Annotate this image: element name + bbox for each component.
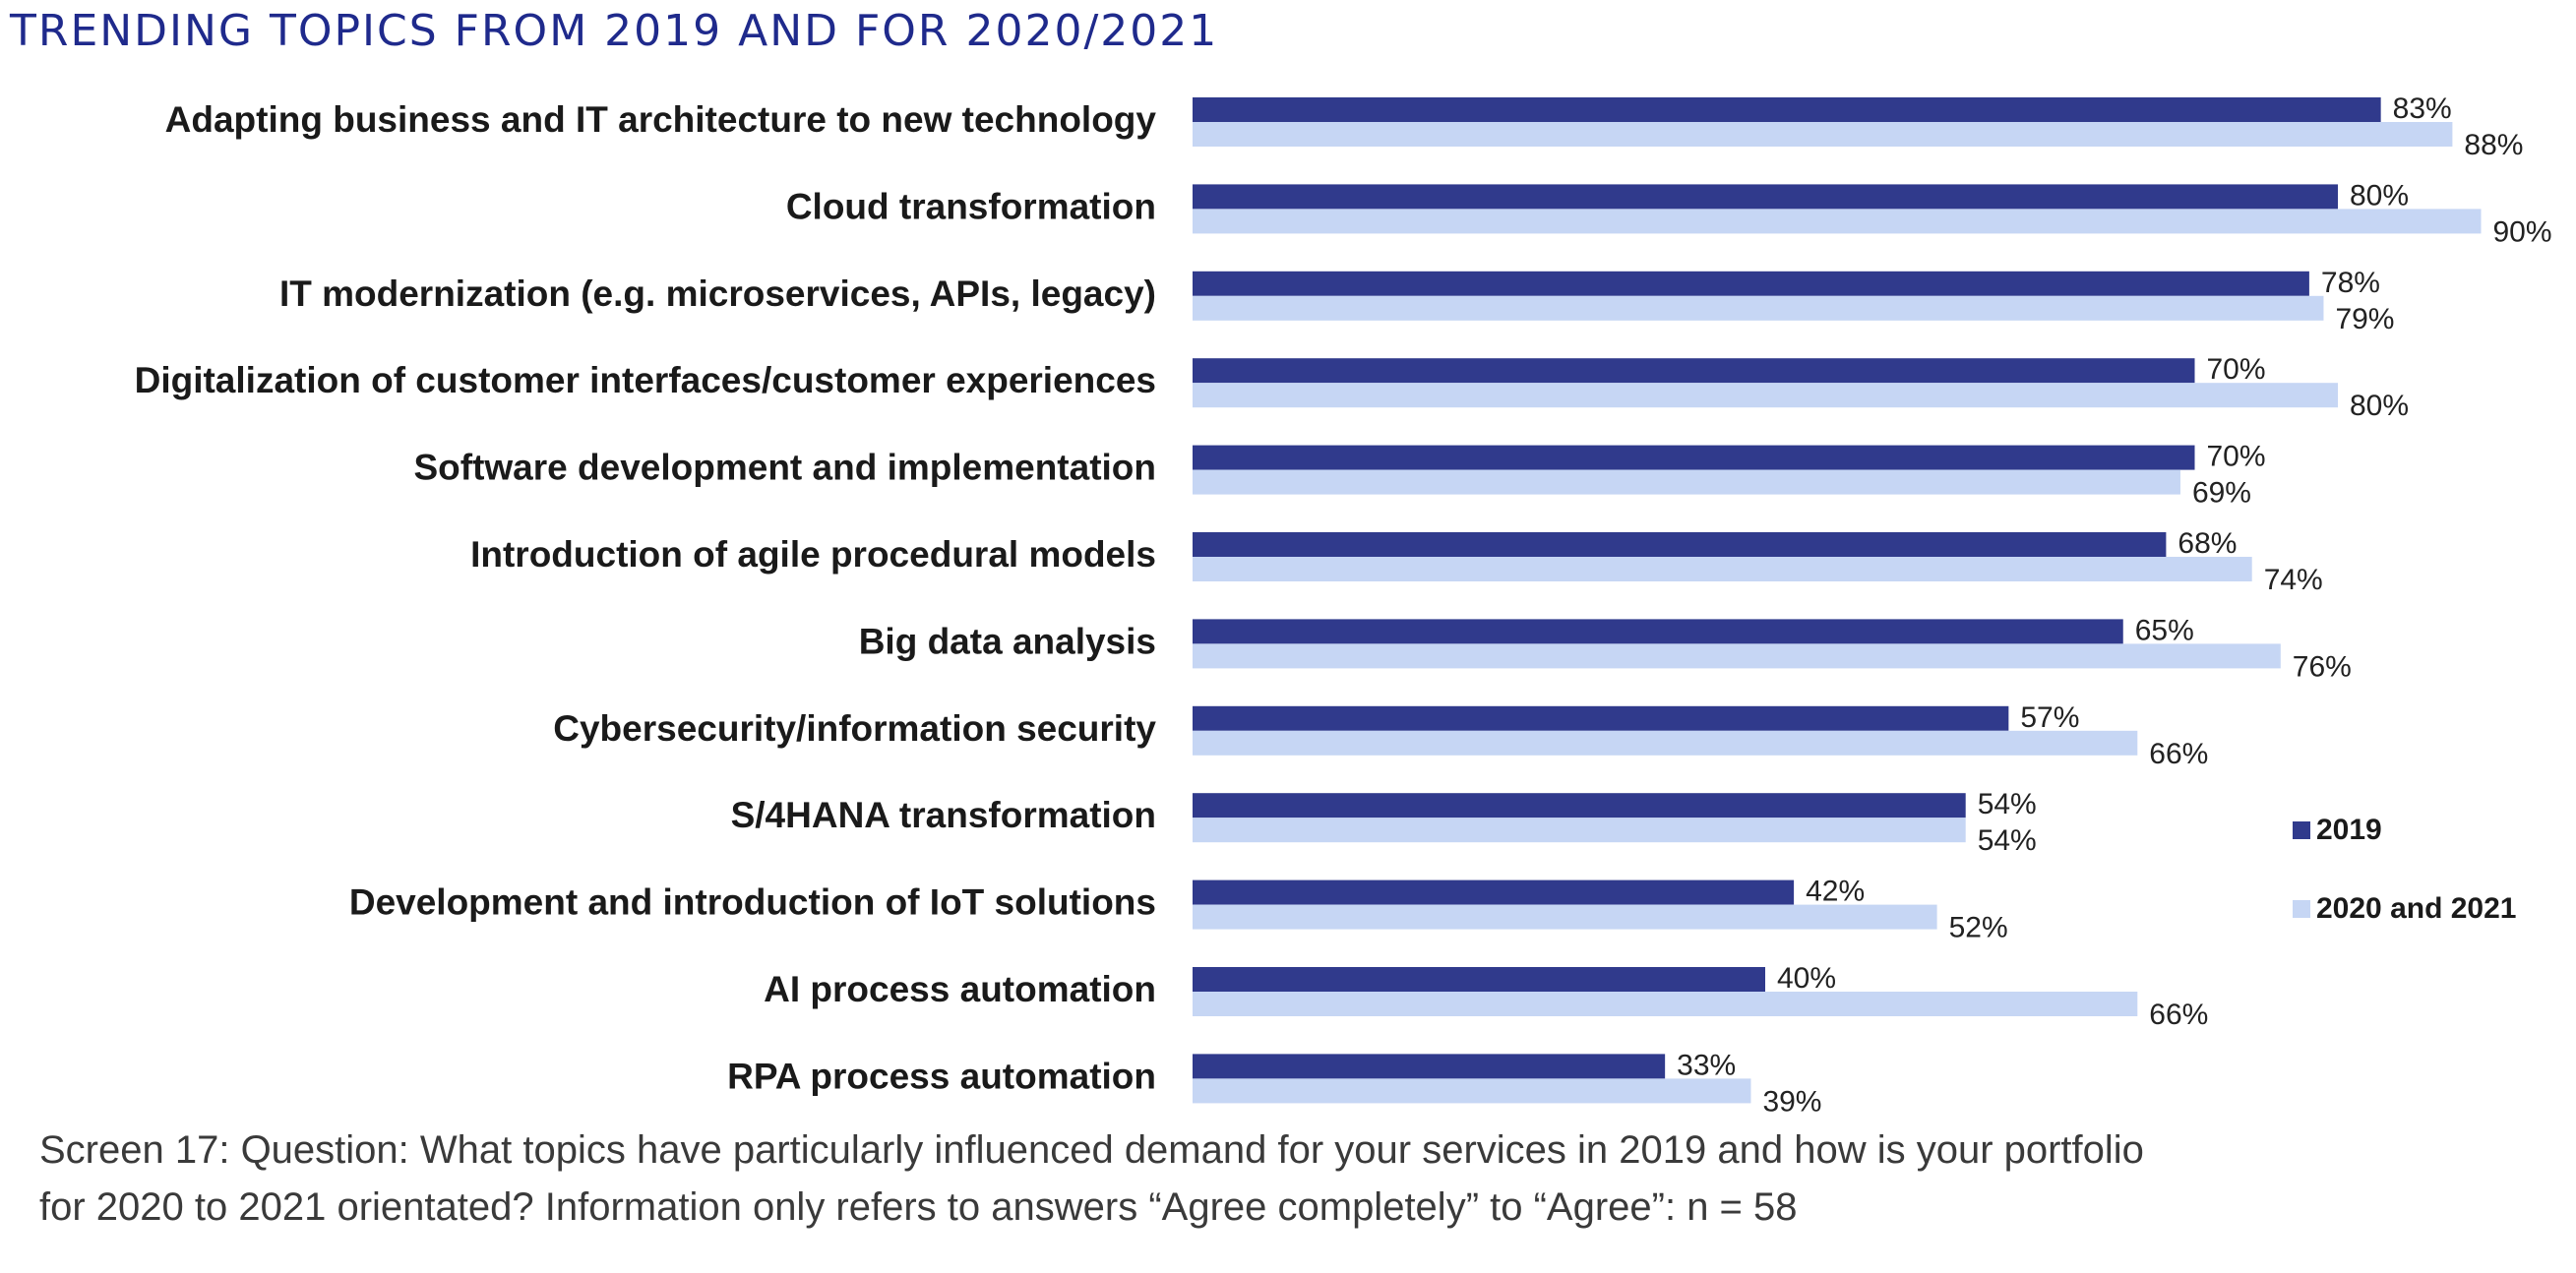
category-label: IT modernization (e.g. microservices, AP… (279, 273, 1156, 314)
legend-label: 2019 (2316, 814, 2382, 846)
value-label: 66% (2149, 738, 2208, 770)
bar-2019 (1193, 793, 1966, 818)
footnote: Screen 17: Question: What topics have pa… (39, 1121, 2401, 1236)
value-label: 70% (2207, 441, 2266, 473)
footnote-line-1: Screen 17: Question: What topics have pa… (39, 1128, 2144, 1172)
bar-2019 (1193, 1054, 1666, 1079)
category-label: Digitalization of customer interfaces/cu… (135, 360, 1156, 400)
legend-swatch (2293, 821, 2310, 839)
value-label: 65% (2135, 614, 2194, 646)
bar-2019 (1193, 271, 2309, 296)
value-label: 40% (1777, 962, 1836, 995)
value-label: 88% (2464, 129, 2523, 161)
footnote-line-2: for 2020 to 2021 orientated? Information… (39, 1185, 1798, 1229)
value-label: 70% (2207, 353, 2266, 386)
value-label: 66% (2149, 999, 2208, 1031)
bar-2019 (1193, 358, 2195, 384)
bar-2019 (1193, 184, 2338, 210)
category-label: Cybersecurity/information security (553, 708, 1156, 749)
bar-2019 (1193, 705, 2009, 731)
category-label: AI process automation (764, 969, 1156, 1009)
bar-2020-2021 (1193, 992, 2138, 1016)
bar-2020-2021 (1193, 1078, 1751, 1104)
bar-2020-2021 (1193, 730, 2138, 756)
category-label: Introduction of agile procedural models (470, 534, 1156, 575)
category-label: Development and introduction of IoT solu… (349, 882, 1156, 923)
category-label: Big data analysis (859, 621, 1156, 661)
bar-2019 (1193, 967, 1765, 992)
bar-2019 (1193, 532, 2167, 557)
legend-swatch (2293, 900, 2310, 918)
value-label: 83% (2393, 92, 2452, 125)
value-label: 78% (2321, 267, 2380, 299)
value-label: 79% (2335, 303, 2394, 335)
bar-2020-2021 (1193, 904, 1937, 930)
category-label: Software development and implementation (413, 448, 1156, 488)
value-label: 80% (2350, 179, 2409, 212)
bar-2020-2021 (1193, 122, 2453, 147)
category-label: RPA process automation (727, 1056, 1156, 1096)
value-label: 54% (1978, 788, 2037, 820)
value-label: 90% (2493, 215, 2552, 248)
bar-2020-2021 (1193, 209, 2482, 234)
chart-title: TRENDING TOPICS FROM 2019 AND FOR 2020/2… (10, 6, 1219, 56)
bar-2020-2021 (1193, 643, 2281, 669)
value-label: 33% (1677, 1049, 1736, 1081)
value-label: 74% (2264, 564, 2323, 596)
bar-2020-2021 (1193, 818, 1966, 843)
value-label: 69% (2192, 477, 2251, 510)
category-label: Adapting business and IT architecture to… (165, 99, 1157, 140)
bar-2020-2021 (1193, 383, 2338, 408)
value-label: 42% (1806, 876, 1865, 908)
bar-2020-2021 (1193, 557, 2252, 581)
bar-2020-2021 (1193, 295, 2324, 321)
bar-2019 (1193, 445, 2195, 470)
bar-2020-2021 (1193, 469, 2180, 495)
value-label: 39% (1762, 1085, 1821, 1118)
bar-2019 (1193, 619, 2123, 644)
value-label: 54% (1978, 824, 2037, 857)
legend-label: 2020 and 2021 (2316, 892, 2516, 925)
value-label: 68% (2177, 527, 2237, 560)
value-label: 80% (2350, 390, 2409, 422)
category-label: S/4HANA transformation (731, 795, 1156, 835)
category-label: Cloud transformation (786, 186, 1156, 226)
bar-2019 (1193, 879, 1795, 905)
value-label: 76% (2293, 650, 2352, 683)
value-label: 52% (1949, 912, 2008, 944)
bar-2019 (1193, 97, 2381, 122)
value-label: 57% (2020, 701, 2079, 734)
